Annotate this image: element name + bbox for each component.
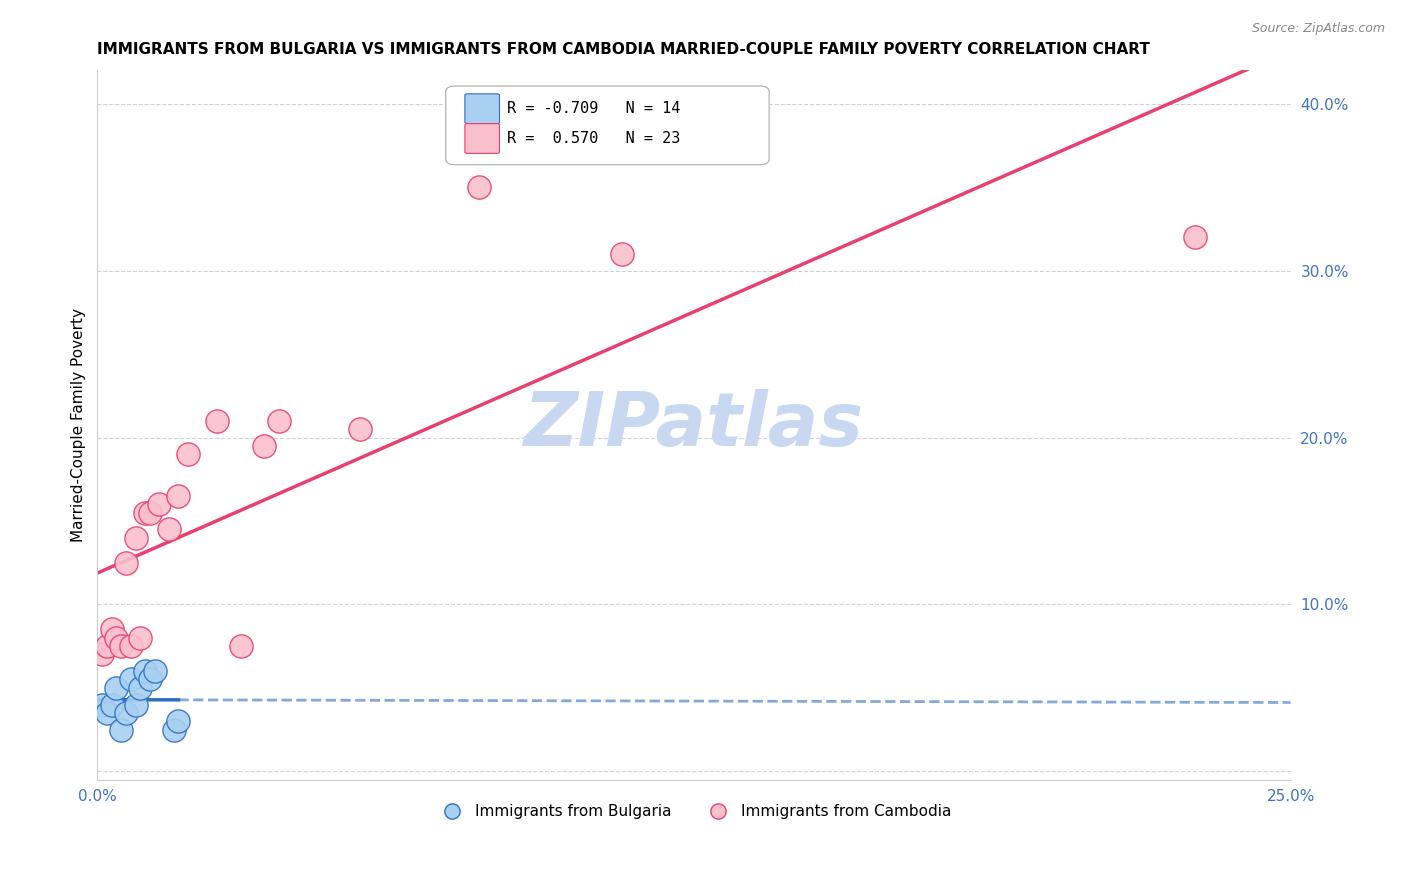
Point bbox=[148, 497, 170, 511]
Point bbox=[129, 681, 152, 695]
Point bbox=[96, 706, 118, 720]
Point bbox=[1184, 230, 1206, 244]
Point bbox=[124, 531, 146, 545]
Point bbox=[167, 714, 190, 729]
Point bbox=[115, 706, 138, 720]
Text: IMMIGRANTS FROM BULGARIA VS IMMIGRANTS FROM CAMBODIA MARRIED-COUPLE FAMILY POVER: IMMIGRANTS FROM BULGARIA VS IMMIGRANTS F… bbox=[97, 42, 1150, 57]
Point bbox=[91, 648, 114, 662]
Point bbox=[139, 506, 162, 520]
Text: Source: ZipAtlas.com: Source: ZipAtlas.com bbox=[1251, 22, 1385, 36]
Point bbox=[96, 639, 118, 653]
Point bbox=[129, 631, 152, 645]
Point bbox=[205, 414, 228, 428]
Legend: Immigrants from Bulgaria, Immigrants from Cambodia: Immigrants from Bulgaria, Immigrants fro… bbox=[432, 798, 957, 825]
Point bbox=[120, 639, 142, 653]
Point bbox=[253, 439, 276, 453]
Point bbox=[134, 506, 156, 520]
Point bbox=[120, 673, 142, 687]
Point bbox=[100, 698, 122, 712]
Point bbox=[115, 556, 138, 570]
Point bbox=[139, 673, 162, 687]
Point bbox=[167, 489, 190, 503]
Point bbox=[134, 664, 156, 678]
Point bbox=[110, 639, 132, 653]
FancyBboxPatch shape bbox=[465, 94, 499, 124]
Text: R = -0.709   N = 14: R = -0.709 N = 14 bbox=[506, 101, 681, 116]
Point bbox=[91, 698, 114, 712]
Text: R =  0.570   N = 23: R = 0.570 N = 23 bbox=[506, 131, 681, 146]
Point bbox=[157, 522, 180, 536]
Point bbox=[468, 180, 491, 194]
Y-axis label: Married-Couple Family Poverty: Married-Couple Family Poverty bbox=[72, 308, 86, 542]
Point bbox=[143, 664, 166, 678]
Point bbox=[163, 723, 186, 737]
Point bbox=[110, 723, 132, 737]
Point bbox=[267, 414, 290, 428]
Text: ZIPatlas: ZIPatlas bbox=[524, 389, 863, 461]
Point bbox=[100, 623, 122, 637]
Point bbox=[177, 447, 200, 461]
Point bbox=[105, 681, 128, 695]
Point bbox=[349, 422, 371, 436]
Point bbox=[612, 247, 634, 261]
FancyBboxPatch shape bbox=[465, 124, 499, 153]
Point bbox=[105, 631, 128, 645]
Point bbox=[229, 639, 252, 653]
Point bbox=[124, 698, 146, 712]
FancyBboxPatch shape bbox=[446, 86, 769, 165]
